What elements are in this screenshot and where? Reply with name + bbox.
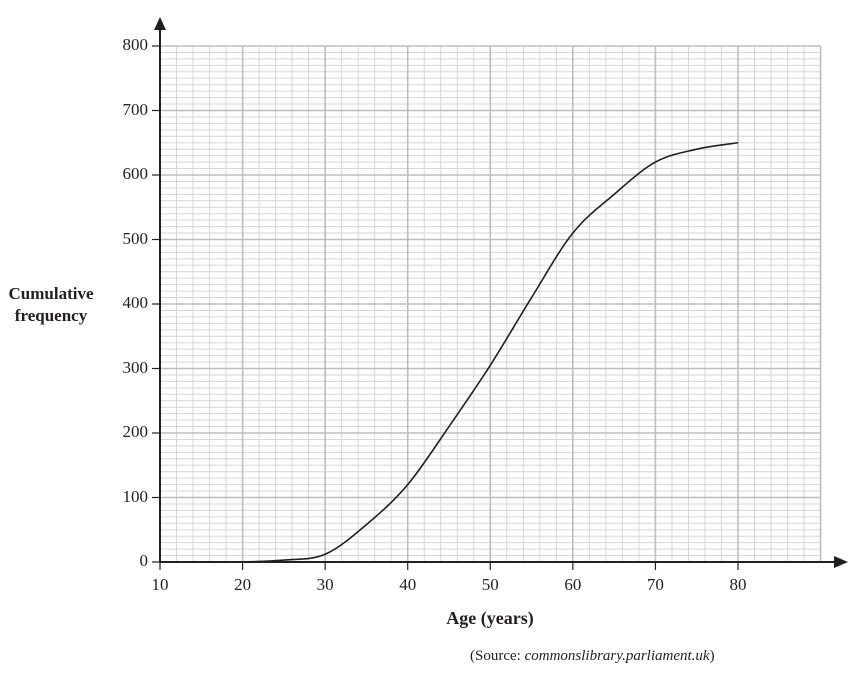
x-tick-label: 80	[729, 575, 747, 594]
y-tick-label: 600	[122, 164, 149, 183]
x-tick-label: 40	[399, 575, 417, 594]
y-tick-label: 200	[122, 422, 149, 441]
x-tick-label: 20	[234, 575, 252, 594]
source-prefix: (Source:	[470, 648, 525, 664]
x-axis-label: Age (years)	[446, 608, 534, 628]
source-suffix: )	[709, 648, 715, 664]
y-tick-label: 400	[122, 293, 149, 312]
y-tick-label: 0	[139, 551, 149, 570]
y-axis-label-line2: frequency	[14, 306, 88, 325]
y-axis-label-line1: Cumulative	[8, 284, 94, 303]
cumulative-frequency-curve	[242, 141, 739, 563]
source-site: commonslibrary.parliament.uk	[524, 648, 710, 664]
y-tick-label: 700	[122, 99, 149, 119]
x-tick-label: 60	[564, 575, 582, 594]
x-tick-label: 70	[646, 575, 664, 594]
x-tick-label: 50	[481, 575, 499, 594]
y-tick-label: 500	[122, 228, 149, 248]
x-tick-label: 30	[316, 575, 334, 594]
x-tick-label: 10	[151, 575, 169, 594]
axes	[152, 17, 848, 570]
y-tick-label: 300	[122, 357, 149, 377]
y-axis-label: Cumulative frequency	[0, 283, 102, 327]
source-note: (Source: commonslibrary.parliament.uk)	[470, 648, 715, 665]
y-tick-label: 100	[122, 486, 149, 506]
y-tick-label: 800	[122, 35, 149, 54]
